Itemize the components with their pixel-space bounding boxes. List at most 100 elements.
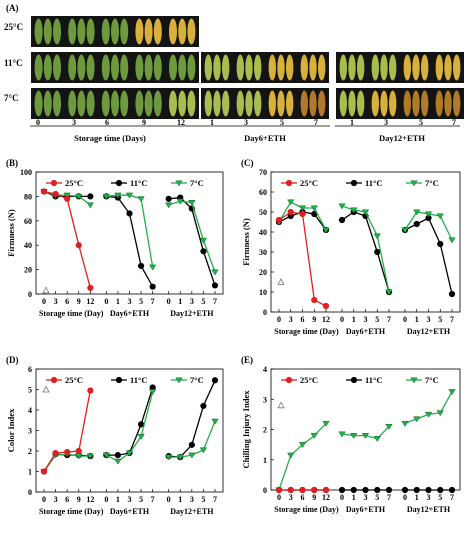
series-line-t25 [43, 190, 91, 289]
x-tick-label: 12 [86, 495, 94, 504]
banana-finger [204, 90, 212, 117]
data-point-t7 [385, 289, 393, 296]
data-point-t7 [188, 452, 196, 459]
data-point-t25 [285, 376, 293, 384]
data-point-t7 [211, 418, 219, 425]
data-point-t11 [188, 441, 195, 448]
banana-finger [371, 90, 379, 117]
y-tick-label: 1 [28, 468, 32, 477]
banana-finger [222, 54, 230, 81]
x-tick-label: 6 [65, 297, 69, 306]
x-tick-label: 5 [201, 297, 205, 306]
data-point-t7 [436, 213, 444, 220]
series-line-t7 [168, 421, 216, 458]
banana-finger [135, 54, 144, 81]
banana-finger [421, 54, 429, 81]
data-point-t25 [275, 486, 283, 494]
data-point-t7 [125, 192, 134, 199]
data-point-t25 [52, 449, 59, 457]
data-point-t7 [373, 436, 381, 442]
data-point-t7 [63, 192, 71, 199]
banana-finger [34, 18, 43, 45]
banana-finger [111, 18, 119, 45]
y-tick-label: 20 [24, 266, 32, 275]
y-tick-label: 3 [263, 395, 267, 404]
data-point-t25 [75, 447, 82, 455]
x-tick-label: 0 [104, 297, 108, 306]
banana-finger [101, 18, 110, 45]
x-tick-label: 1 [415, 315, 419, 324]
storage-day-12: 12 [177, 118, 185, 127]
data-point-t25 [87, 387, 94, 394]
data-point-t11 [413, 486, 420, 494]
y-axis-label: Firmness (N) [241, 218, 251, 266]
banana-finger [286, 54, 294, 81]
legend-label-t25: 25°C [300, 375, 318, 385]
y-tick-label: 80 [24, 192, 32, 201]
x-tick-label: 7 [213, 297, 217, 306]
banana-finger [277, 54, 285, 81]
banana-finger [339, 90, 347, 117]
banana-finger [120, 54, 129, 81]
data-point-t7 [322, 420, 330, 427]
banana-finger [222, 90, 230, 117]
data-point-t25 [40, 188, 48, 195]
x-tick-label: 0 [340, 315, 344, 324]
banana-finger [213, 90, 221, 117]
panel-a-label: (A) [6, 3, 19, 13]
banana-finger [444, 90, 452, 117]
data-point-t7 [137, 196, 145, 203]
x-tick-label: 5 [375, 493, 379, 502]
data-point-t7 [310, 205, 318, 212]
day6-eth-5: 5 [280, 118, 284, 127]
data-point-t11 [413, 220, 420, 228]
banana-finger [153, 54, 162, 81]
data-point-t7 [125, 450, 134, 457]
data-point-t11 [385, 486, 393, 494]
banana-finger [169, 18, 177, 45]
x-tick-label: 3 [190, 297, 194, 306]
data-point-t11 [338, 216, 346, 224]
x-tick-label: 7 [151, 495, 155, 504]
x-tick-label: 9 [312, 493, 316, 502]
day12-eth-3: 3 [384, 118, 388, 127]
day6-eth-1: 1 [210, 118, 214, 127]
data-point-t11 [165, 195, 172, 202]
initial-value-marker [42, 286, 50, 294]
banana-finger [111, 90, 119, 117]
banana-finger [245, 90, 253, 117]
x-tick-label: 7 [450, 315, 454, 324]
data-point-t11 [137, 262, 145, 270]
data-point-t11 [350, 179, 358, 187]
x-group-title: Day12+ETH [170, 309, 214, 318]
banana-finger [43, 54, 52, 81]
data-point-t7 [413, 209, 421, 216]
y-axis-label: Firmness (N) [6, 209, 16, 257]
x-tick-label: 7 [450, 493, 454, 502]
row-label-11: 11°C [4, 58, 23, 68]
data-point-t25 [322, 302, 330, 310]
x-tick-label: 0 [42, 495, 46, 504]
banana-finger [403, 90, 411, 117]
banana-finger [403, 54, 411, 81]
banana-finger [120, 90, 129, 117]
y-tick-label: 0 [263, 486, 267, 495]
series-line-t7 [278, 422, 327, 491]
y-tick-label: 30 [259, 248, 267, 257]
plot-frame [35, 368, 224, 493]
data-point-t11 [149, 283, 156, 290]
banana-finger [169, 54, 177, 81]
data-point-t7 [361, 433, 370, 439]
y-tick-label: 100 [20, 168, 32, 177]
banana-finger [153, 90, 162, 117]
data-point-t11 [211, 377, 219, 384]
data-point-t7 [401, 420, 409, 427]
banana-finger [245, 54, 253, 81]
y-tick-label: 20 [259, 268, 267, 277]
y-tick-label: 10 [259, 288, 267, 297]
data-point-t25 [87, 284, 94, 291]
x-tick-label: 1 [116, 297, 120, 306]
banana-finger [178, 90, 187, 117]
